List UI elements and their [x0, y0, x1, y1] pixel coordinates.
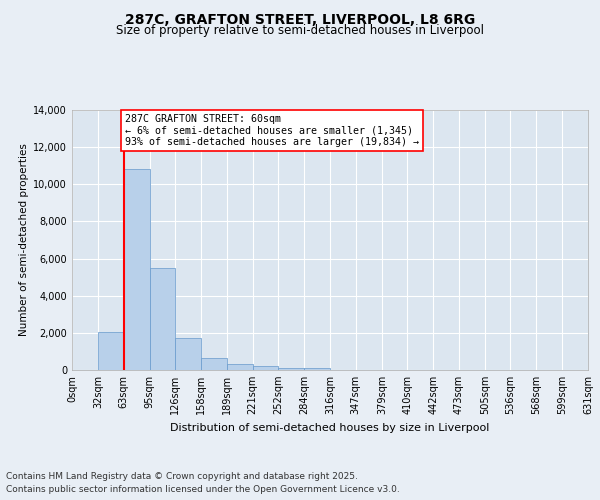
Text: Size of property relative to semi-detached houses in Liverpool: Size of property relative to semi-detach… — [116, 24, 484, 37]
Text: 287C GRAFTON STREET: 60sqm
← 6% of semi-detached houses are smaller (1,345)
93% : 287C GRAFTON STREET: 60sqm ← 6% of semi-… — [125, 114, 419, 147]
Bar — [253, 366, 278, 370]
Text: 287C, GRAFTON STREET, LIVERPOOL, L8 6RG: 287C, GRAFTON STREET, LIVERPOOL, L8 6RG — [125, 12, 475, 26]
Bar — [149, 268, 175, 370]
Bar — [278, 368, 304, 370]
Text: Contains HM Land Registry data © Crown copyright and database right 2025.: Contains HM Land Registry data © Crown c… — [6, 472, 358, 481]
Text: Contains public sector information licensed under the Open Government Licence v3: Contains public sector information licen… — [6, 485, 400, 494]
Bar — [227, 364, 253, 370]
Bar — [124, 170, 149, 370]
Bar — [175, 338, 201, 370]
X-axis label: Distribution of semi-detached houses by size in Liverpool: Distribution of semi-detached houses by … — [170, 422, 490, 432]
Bar — [201, 358, 227, 370]
Bar — [304, 368, 331, 370]
Y-axis label: Number of semi-detached properties: Number of semi-detached properties — [19, 144, 29, 336]
Bar — [98, 332, 124, 370]
